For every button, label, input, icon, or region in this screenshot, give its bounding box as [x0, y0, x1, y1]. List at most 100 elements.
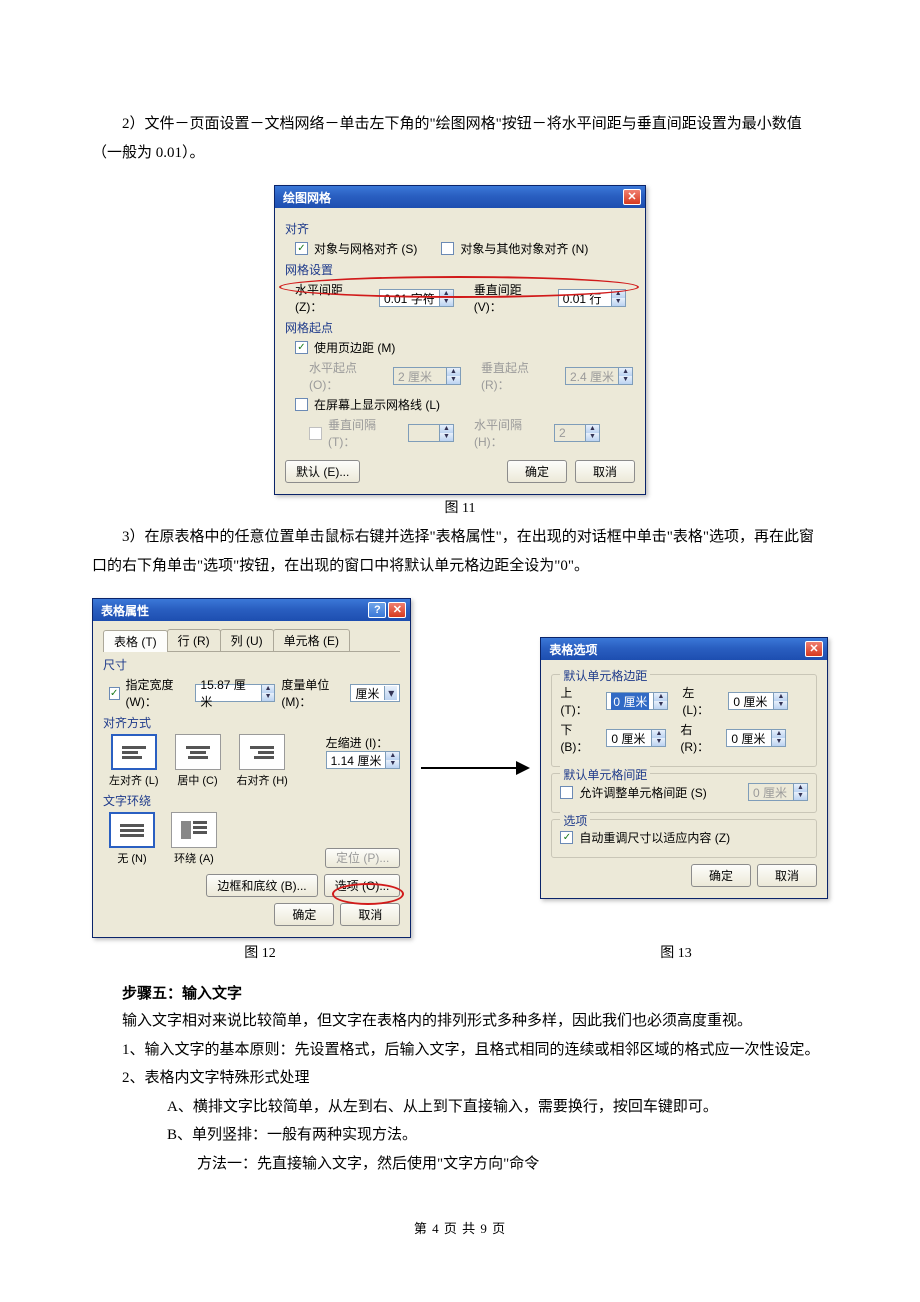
align-center-button[interactable]: [175, 734, 221, 770]
checkbox-snap-grid[interactable]: ✓: [295, 242, 308, 255]
label-vorig: 垂直起点 (R)：: [481, 359, 559, 393]
drawing-grid-dialog: 绘图网格 ✕ 对齐 ✓ 对象与网格对齐 (S) 对象与其他对象对齐 (N) 网格…: [274, 185, 646, 495]
wrap-around-label: 环绕 (A): [171, 850, 217, 866]
label-width: 指定宽度 (W)：: [126, 676, 190, 710]
default-button[interactable]: 默认 (E)...: [285, 460, 360, 483]
ok-button[interactable]: 确定: [274, 903, 334, 926]
arrow-icon: [421, 759, 530, 777]
input-horig: 2 厘米▲▼: [393, 367, 461, 385]
figure-12-13-row: 表格属性 ? ✕ 表格 (T) 行 (R) 列 (U) 单元格 (E) 尺寸: [92, 598, 828, 938]
tab-col[interactable]: 列 (U): [220, 629, 274, 651]
step-5-title: 步骤五：输入文字: [92, 982, 828, 1003]
label-top: 上 (T)：: [560, 684, 600, 718]
options-button[interactable]: 选项 (O)...: [324, 874, 401, 897]
label-unit: 度量单位 (M)：: [281, 676, 344, 710]
help-icon[interactable]: ?: [368, 602, 386, 618]
input-vorig: 2.4 厘米▲▼: [565, 367, 633, 385]
select-unit[interactable]: 厘米: [350, 684, 400, 702]
section-wrap: 文字环绕: [103, 792, 400, 809]
section-align: 对齐: [285, 220, 635, 237]
paragraph-2a: A、横排文字比较简单，从左到右、从上到下直接输入，需要换行，按回车键即可。: [92, 1093, 828, 1122]
wrap-none-button[interactable]: [109, 812, 155, 848]
paragraph-rule-1: 1、输入文字的基本原则：先设置格式，后输入文字，且格式相同的连续或相邻区域的格式…: [92, 1036, 828, 1065]
label-use-margin: 使用页边距 (M): [314, 339, 395, 356]
table-properties-dialog: 表格属性 ? ✕ 表格 (T) 行 (R) 列 (U) 单元格 (E) 尺寸: [92, 598, 411, 938]
figure-11-caption: 图 11: [92, 497, 828, 517]
wrap-around-button[interactable]: [171, 812, 217, 848]
label-hspace: 水平间距 (Z)：: [295, 281, 373, 315]
label-autofit: 自动重调尺寸以适应内容 (Z): [579, 829, 730, 846]
figure-11: 绘图网格 ✕ 对齐 ✓ 对象与网格对齐 (S) 对象与其他对象对齐 (N) 网格…: [92, 185, 828, 495]
figure-13-caption: 图 13: [531, 942, 821, 962]
group-cell-margin: 默认单元格边距 上 (T)： 0 厘米▲▼ 左 (L)： 0 厘米▲▼ 下 (B…: [551, 674, 817, 767]
input-left[interactable]: 0 厘米▲▼: [728, 692, 788, 710]
align-left-label: 左对齐 (L): [109, 772, 159, 788]
group-options: 选项 ✓ 自动重调尺寸以适应内容 (Z): [551, 819, 817, 858]
section-size: 尺寸: [103, 656, 400, 673]
paragraph-step5-intro: 输入文字相对来说比较简单，但文字在表格内的排列形式多种多样，因此我们也必须高度重…: [92, 1007, 828, 1036]
input-right[interactable]: 0 厘米▲▼: [726, 729, 786, 747]
figure-12-caption: 图 12: [99, 942, 421, 962]
close-icon[interactable]: ✕: [388, 602, 406, 618]
dialog-titlebar: 绘图网格 ✕: [275, 186, 645, 208]
input-top[interactable]: 0 厘米▲▼: [606, 692, 668, 710]
checkbox-autofit[interactable]: ✓: [560, 831, 573, 844]
paragraph-rule-2: 2、表格内文字特殊形式处理: [92, 1064, 828, 1093]
label-horig: 水平起点 (O)：: [309, 359, 387, 393]
section-origin: 网格起点: [285, 319, 635, 336]
paragraph-method-1: 方法一：先直接输入文字，然后使用"文字方向"命令: [92, 1150, 828, 1179]
tab-table[interactable]: 表格 (T): [103, 630, 168, 652]
tab-row: 表格 (T) 行 (R) 列 (U) 单元格 (E): [103, 629, 400, 652]
group-cell-spacing-title: 默认单元格间距: [560, 766, 650, 783]
group-cell-spacing: 默认单元格间距 允许调整单元格间距 (S) 0 厘米▲▼: [551, 773, 817, 813]
label-snap-obj: 对象与其他对象对齐 (N): [460, 240, 588, 257]
cancel-button[interactable]: 取消: [575, 460, 635, 483]
input-hint: 2▲▼: [554, 424, 600, 442]
input-hspace[interactable]: 0.01 字符▲▼: [379, 289, 454, 307]
paragraph-3: 3）在原表格中的任意位置单击鼠标右键并选择"表格属性"，在出现的对话框中单击"表…: [92, 523, 828, 580]
label-hint: 水平间隔 (H)：: [474, 416, 548, 450]
wrap-none-label: 无 (N): [109, 850, 155, 866]
checkbox-show-gridlines[interactable]: [295, 398, 308, 411]
section-align: 对齐方式: [103, 714, 400, 731]
align-center-label: 居中 (C): [175, 772, 221, 788]
checkbox-vint: [309, 427, 322, 440]
label-indent: 左缩进 (I)：: [326, 734, 401, 751]
checkbox-snap-obj[interactable]: [441, 242, 454, 255]
border-shading-button[interactable]: 边框和底纹 (B)...: [206, 874, 317, 897]
align-left-button[interactable]: [111, 734, 157, 770]
paragraph-2b: B、单列竖排：一般有两种实现方法。: [92, 1121, 828, 1150]
tab-cell[interactable]: 单元格 (E): [273, 629, 350, 651]
ok-button[interactable]: 确定: [691, 864, 751, 887]
input-vspace[interactable]: 0.01 行▲▼: [558, 289, 626, 307]
label-right: 右 (R)：: [680, 721, 720, 755]
label-vint: 垂直间隔 (T)：: [328, 416, 402, 450]
group-cell-margin-title: 默认单元格边距: [560, 667, 650, 684]
tab-row-tab[interactable]: 行 (R): [167, 629, 221, 651]
align-right-button[interactable]: [239, 734, 285, 770]
dialog-title: 绘图网格: [283, 189, 331, 206]
input-vint: ▲▼: [408, 424, 454, 442]
checkbox-width[interactable]: ✓: [109, 687, 120, 700]
input-bottom[interactable]: 0 厘米▲▼: [606, 729, 666, 747]
close-icon[interactable]: ✕: [805, 641, 823, 657]
paragraph-2: 2）文件－页面设置－文档网络－单击左下角的"绘图网格"按钮－将水平间距与垂直间距…: [92, 110, 828, 167]
dialog-titlebar: 表格选项 ✕: [541, 638, 827, 660]
input-spacing: 0 厘米▲▼: [748, 783, 808, 801]
input-indent[interactable]: 1.14 厘米▲▼: [326, 751, 401, 769]
close-icon[interactable]: ✕: [623, 189, 641, 205]
group-options-title: 选项: [560, 812, 590, 829]
ok-button[interactable]: 确定: [507, 460, 567, 483]
label-left: 左 (L)：: [682, 684, 722, 718]
label-snap-grid: 对象与网格对齐 (S): [314, 240, 417, 257]
input-width[interactable]: 15.87 厘米▲▼: [195, 684, 275, 702]
dialog-title: 表格属性: [101, 602, 149, 619]
label-bottom: 下 (B)：: [560, 721, 600, 755]
cancel-button[interactable]: 取消: [340, 903, 400, 926]
cancel-button[interactable]: 取消: [757, 864, 817, 887]
checkbox-use-margin[interactable]: ✓: [295, 341, 308, 354]
label-vspace: 垂直间距 (V)：: [474, 281, 552, 315]
checkbox-allow-spacing[interactable]: [560, 786, 573, 799]
dialog-title: 表格选项: [549, 641, 597, 658]
align-right-label: 右对齐 (H): [237, 772, 288, 788]
